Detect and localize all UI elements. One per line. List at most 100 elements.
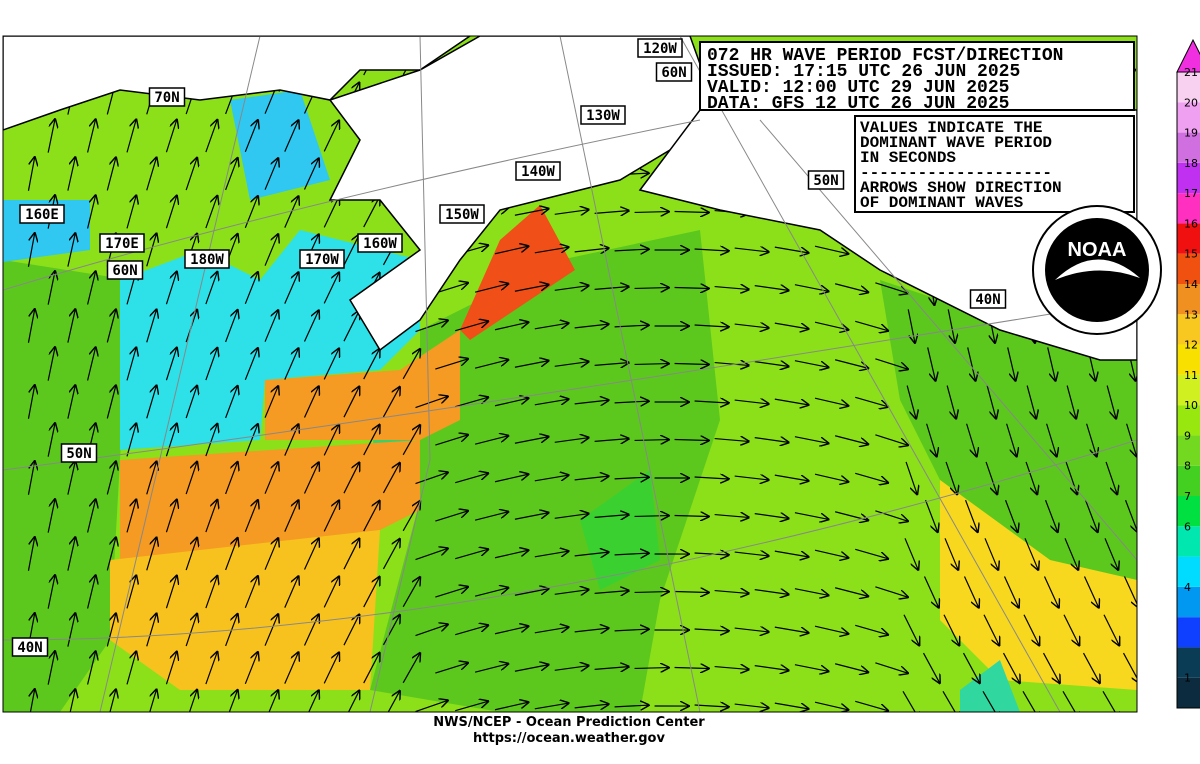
arrow (674, 211, 709, 212)
arrow (714, 667, 749, 670)
arrow (264, 310, 278, 342)
arrow (714, 439, 749, 442)
arrow (1006, 423, 1017, 457)
arrow (514, 361, 548, 368)
colorbar-label: 18 (1184, 157, 1198, 170)
arrow (1004, 499, 1018, 532)
arrow (228, 690, 238, 712)
arrow (284, 348, 299, 380)
arrow (107, 690, 116, 712)
arrow (494, 702, 528, 711)
colorbar-segment (1177, 314, 1200, 345)
arrow (225, 158, 238, 191)
arrow (794, 436, 828, 444)
arrow (554, 362, 589, 367)
arrow (185, 462, 197, 495)
arrow (594, 667, 629, 670)
arrow (67, 613, 75, 647)
arrow (47, 651, 55, 685)
colorbar-label: 4 (1184, 581, 1191, 594)
arrow (185, 158, 197, 191)
arrow (674, 363, 709, 364)
colorbar-label: 15 (1184, 248, 1198, 261)
arrow (284, 652, 299, 684)
arrow (494, 398, 528, 407)
label-box (60, 443, 98, 463)
arrow (875, 434, 907, 445)
arrow (614, 477, 649, 479)
colorbar-label: 14 (1184, 278, 1198, 291)
grid-label: 170W (305, 252, 339, 268)
arrow (714, 287, 749, 290)
arrow (415, 548, 448, 561)
arrow (814, 321, 848, 330)
arrow (834, 663, 868, 673)
arrow (146, 614, 157, 647)
arrow (554, 666, 589, 671)
arrow (754, 666, 789, 671)
grid-label: 60N (661, 65, 686, 81)
arrow (455, 397, 488, 408)
title-line: VALID: 12:00 UTC 29 JUN 2025 (707, 78, 1009, 98)
arrow (774, 246, 809, 253)
label-box (637, 38, 683, 58)
arrow (694, 553, 729, 555)
arrow (966, 423, 977, 457)
grid-label: 170E (105, 236, 139, 252)
arrow (343, 311, 359, 342)
arrow (47, 423, 55, 457)
arrow (574, 324, 609, 328)
arrow (1084, 499, 1098, 532)
arrow (363, 577, 380, 608)
arrow (27, 309, 34, 343)
arrow (165, 424, 176, 457)
colorbar-label: 8 (1184, 460, 1191, 473)
arrow (534, 627, 569, 634)
arrow (284, 120, 299, 152)
arrow (244, 272, 258, 305)
arrow (308, 691, 319, 712)
arrow (165, 652, 176, 685)
arrow (1086, 423, 1097, 457)
arrow (126, 120, 136, 153)
arrow (947, 309, 955, 342)
grid-label: 180W (190, 252, 224, 268)
logo-text: NOAA (1068, 239, 1127, 261)
arrow (554, 210, 589, 215)
arrow (149, 690, 157, 712)
arrow (205, 196, 217, 229)
label-box (515, 161, 561, 181)
arrow (1024, 538, 1038, 569)
arrow (225, 462, 238, 495)
arrow (814, 397, 848, 406)
arrow (1042, 652, 1059, 683)
arrow (1066, 385, 1076, 419)
arrow (1065, 461, 1077, 494)
arrow (594, 287, 629, 290)
arrow (986, 385, 996, 419)
arrow (165, 120, 176, 153)
arrow (67, 233, 75, 267)
arrow (474, 284, 508, 293)
arrow (1007, 347, 1016, 380)
arrow (534, 247, 569, 254)
arrow (455, 473, 488, 484)
graticule (3, 36, 1137, 712)
grid-label: 120W (643, 41, 677, 57)
arrow (1082, 652, 1099, 683)
arrow (264, 538, 278, 570)
arrow (402, 501, 420, 532)
arrow (415, 700, 448, 712)
title-box (699, 41, 1135, 111)
arrow (634, 288, 669, 289)
grid-label: 150W (445, 207, 479, 223)
arrow (106, 462, 116, 495)
colorbar-segment (1177, 617, 1200, 648)
arrow (926, 423, 937, 457)
arrow (514, 437, 548, 444)
arrow (284, 424, 299, 456)
arrow (205, 120, 217, 153)
colorbar-segment (1177, 344, 1200, 375)
arrow (474, 360, 508, 369)
label-box (439, 204, 485, 224)
